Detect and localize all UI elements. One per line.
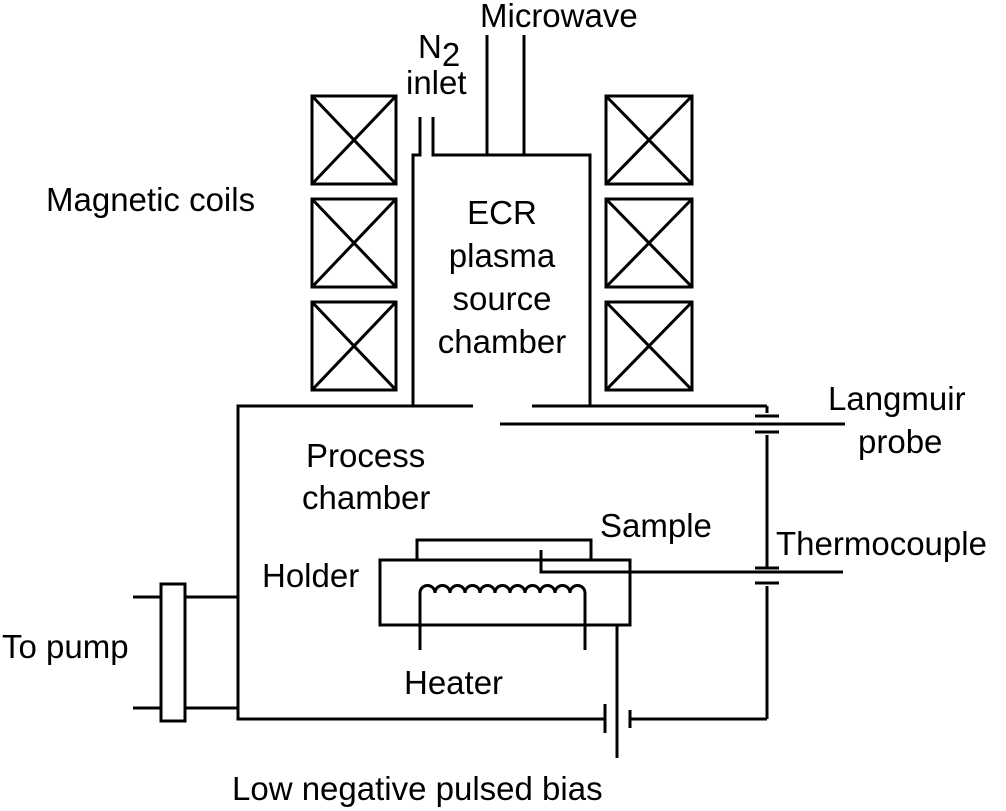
langmuir-label-line-2: probe	[858, 423, 942, 460]
ecr-label-line-1: ECR	[467, 194, 537, 231]
process-label-line-2: chamber	[302, 479, 430, 516]
pump-flange	[159, 582, 187, 723]
process-chamber-wall	[236, 404, 605, 721]
coil-left-2	[310, 197, 398, 289]
heater-coil	[418, 584, 587, 650]
chamber-top-wall	[431, 117, 592, 406]
heater-label: Heater	[404, 664, 503, 701]
coil-right-2	[604, 197, 694, 289]
left-magnetic-coils	[310, 94, 398, 392]
coil-left-3	[310, 300, 398, 392]
thermocouple-wire	[539, 550, 843, 574]
ecr-label-line-3: source	[452, 280, 551, 317]
n2-inlet-pipe	[411, 117, 422, 406]
holder-box	[378, 558, 632, 627]
langmuir-label-line-1: Langmuir	[828, 380, 966, 417]
inlet-label: inlet	[406, 64, 467, 101]
bias-label: Low negative pulsed bias	[232, 770, 603, 807]
sample-label: Sample	[600, 507, 712, 544]
coil-right-1	[604, 94, 694, 186]
ecr-label-line-4: chamber	[438, 323, 566, 360]
ecr-label-line-2: plasma	[449, 237, 556, 274]
right-magnetic-coils	[604, 94, 694, 392]
coil-right-3	[604, 300, 694, 392]
microwave-label: Microwave	[480, 0, 638, 34]
magnetic-coils-label: Magnetic coils	[46, 181, 255, 218]
thermocouple-label: Thermocouple	[776, 525, 987, 562]
ecr-source-chamber	[411, 35, 592, 406]
coil-left-1	[310, 94, 398, 186]
right-wall-feedthroughs	[630, 406, 779, 721]
pump-port	[133, 582, 238, 723]
process-chamber	[236, 404, 845, 721]
to-pump-label: To pump	[2, 628, 129, 665]
sample-holder	[378, 538, 843, 758]
process-label-line-1: Process	[306, 437, 425, 474]
n2-label: N2	[418, 28, 460, 73]
holder-label: Holder	[262, 557, 359, 594]
bias-supply-symbol	[603, 704, 632, 733]
sample	[415, 538, 593, 562]
